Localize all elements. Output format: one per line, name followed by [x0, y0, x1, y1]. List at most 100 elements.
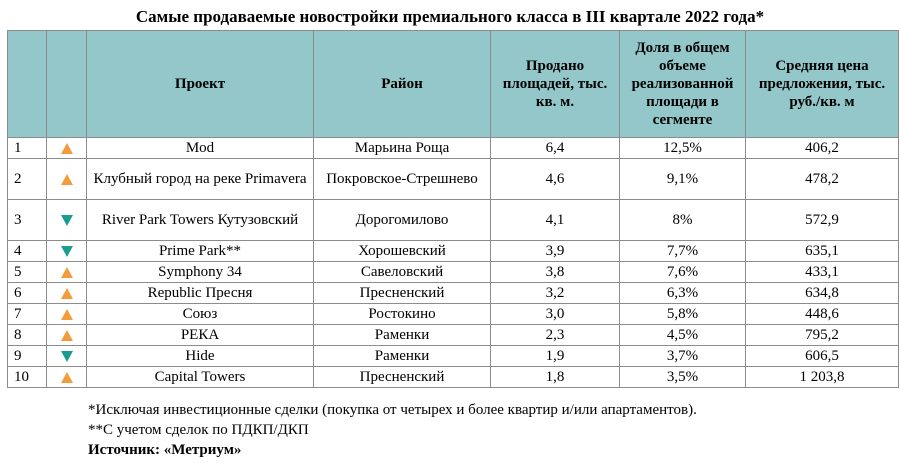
- sold-cell: 3,8: [490, 261, 620, 283]
- price-cell: 478,2: [745, 158, 899, 200]
- triangle-up-icon: [60, 330, 73, 342]
- district-cell: Покровское-Стрешнево: [313, 158, 491, 200]
- sold-cell: 3,9: [490, 240, 620, 262]
- district-cell: Раменки: [313, 324, 491, 346]
- project-cell: Hide: [86, 345, 314, 367]
- rank-cell: 3: [7, 199, 47, 241]
- share-cell: 3,7%: [619, 345, 746, 367]
- table-body: 1 Mod Марьина Роща 6,4 12,5% 406,2 2 Клубный го…: [7, 137, 899, 388]
- footnote-contracts: **С учетом сделок по ПДКП/ДКП: [88, 422, 309, 438]
- project-cell: Mod: [86, 137, 314, 159]
- table-row: 7 Союз Ростокино 3,0 5,8% 448,6: [7, 303, 899, 325]
- header-sold: Продано площадей, тыс. кв. м.: [490, 30, 620, 138]
- sold-cell: 3,0: [490, 303, 620, 325]
- table-row: 4 Prime Park** Хорошевский 3,9 7,7% 635,1: [7, 240, 899, 262]
- project-cell: Клубный город на реке Primavera: [86, 158, 314, 200]
- share-cell: 6,3%: [619, 282, 746, 304]
- project-cell: Capital Towers: [86, 366, 314, 388]
- price-cell: 1 203,8: [745, 366, 899, 388]
- rank-cell: 10: [7, 366, 47, 388]
- table-row: 5 Symphony 34 Савеловский 3,8 7,6% 433,1: [7, 261, 899, 283]
- rank-cell: 7: [7, 303, 47, 325]
- trend-cell: [46, 366, 87, 388]
- trend-cell: [46, 345, 87, 367]
- trend-cell: [46, 158, 87, 200]
- header-row: Проект Район Продано площадей, тыс. кв. …: [7, 30, 899, 138]
- header-price: Средняя цена предложения, тыс. руб./кв. …: [745, 30, 899, 138]
- triangle-up-icon: [60, 309, 73, 321]
- district-cell: Дорогомилово: [313, 199, 491, 241]
- table-row: 1 Mod Марьина Роща 6,4 12,5% 406,2: [7, 137, 899, 159]
- triangle-down-icon: [60, 215, 73, 227]
- header-share: Доля в общем объеме реализованной площад…: [619, 30, 746, 138]
- header-trend: [46, 30, 87, 138]
- district-cell: Марьина Роща: [313, 137, 491, 159]
- footnote-investment: *Исключая инвестиционные сделки (покупка…: [88, 402, 697, 418]
- rank-cell: 9: [7, 345, 47, 367]
- triangle-up-icon: [60, 288, 73, 300]
- sold-cell: 6,4: [490, 137, 620, 159]
- rank-cell: 4: [7, 240, 47, 262]
- district-cell: Хорошевский: [313, 240, 491, 262]
- price-cell: 433,1: [745, 261, 899, 283]
- trend-cell: [46, 261, 87, 283]
- district-cell: Савеловский: [313, 261, 491, 283]
- district-cell: Раменки: [313, 345, 491, 367]
- table-row: 6 Republic Пресня Пресненский 3,2 6,3% 634,8: [7, 282, 899, 304]
- price-cell: 795,2: [745, 324, 899, 346]
- sold-cell: 3,2: [490, 282, 620, 304]
- rank-cell: 2: [7, 158, 47, 200]
- trend-cell: [46, 137, 87, 159]
- triangle-up-icon: [60, 174, 73, 186]
- sold-cell: 4,1: [490, 199, 620, 241]
- project-cell: Prime Park**: [86, 240, 314, 262]
- share-cell: 9,1%: [619, 158, 746, 200]
- price-cell: 635,1: [745, 240, 899, 262]
- rank-cell: 5: [7, 261, 47, 283]
- trend-cell: [46, 240, 87, 262]
- share-cell: 5,8%: [619, 303, 746, 325]
- rank-cell: 6: [7, 282, 47, 304]
- trend-cell: [46, 303, 87, 325]
- share-cell: 7,6%: [619, 261, 746, 283]
- price-cell: 634,8: [745, 282, 899, 304]
- sold-cell: 1,9: [490, 345, 620, 367]
- price-cell: 572,9: [745, 199, 899, 241]
- source-line: Источник: «Метриум»: [88, 442, 242, 458]
- project-cell: РЕКА: [86, 324, 314, 346]
- table-row: 8 РЕКА Раменки 2,3 4,5% 795,2: [7, 324, 899, 346]
- header-project: Проект: [86, 30, 314, 138]
- district-cell: Ростокино: [313, 303, 491, 325]
- sold-cell: 4,6: [490, 158, 620, 200]
- triangle-up-icon: [60, 143, 73, 155]
- share-cell: 4,5%: [619, 324, 746, 346]
- share-cell: 8%: [619, 199, 746, 241]
- sold-cell: 2,3: [490, 324, 620, 346]
- sold-cell: 1,8: [490, 366, 620, 388]
- table-row: 9 Hide Раменки 1,9 3,7% 606,5: [7, 345, 899, 367]
- trend-cell: [46, 282, 87, 304]
- header-district: Район: [313, 30, 491, 138]
- trend-cell: [46, 199, 87, 241]
- price-cell: 606,5: [745, 345, 899, 367]
- project-cell: River Park Towers Кутузовский: [86, 199, 314, 241]
- project-cell: Symphony 34: [86, 261, 314, 283]
- triangle-down-icon: [60, 351, 73, 363]
- trend-cell: [46, 324, 87, 346]
- table-row: 3 River Park Towers Кутузовский Дорогомило…: [7, 199, 899, 241]
- share-cell: 12,5%: [619, 137, 746, 159]
- project-cell: Republic Пресня: [86, 282, 314, 304]
- footnotes: *Исключая инвестиционные сделки (покупка…: [88, 400, 697, 460]
- share-cell: 3,5%: [619, 366, 746, 388]
- price-cell: 448,6: [745, 303, 899, 325]
- price-cell: 406,2: [745, 137, 899, 159]
- triangle-up-icon: [60, 267, 73, 279]
- sales-table: Проект Район Продано площадей, тыс. кв. …: [7, 30, 899, 388]
- district-cell: Пресненский: [313, 366, 491, 388]
- district-cell: Пресненский: [313, 282, 491, 304]
- header-rank: [7, 30, 47, 138]
- share-cell: 7,7%: [619, 240, 746, 262]
- table-row: 10 Capital Towers Пресненский 1,8 3,5% 1 203,…: [7, 366, 899, 388]
- project-cell: Союз: [86, 303, 314, 325]
- table-row: 2 Клубный город на реке Primavera Покровск…: [7, 158, 899, 200]
